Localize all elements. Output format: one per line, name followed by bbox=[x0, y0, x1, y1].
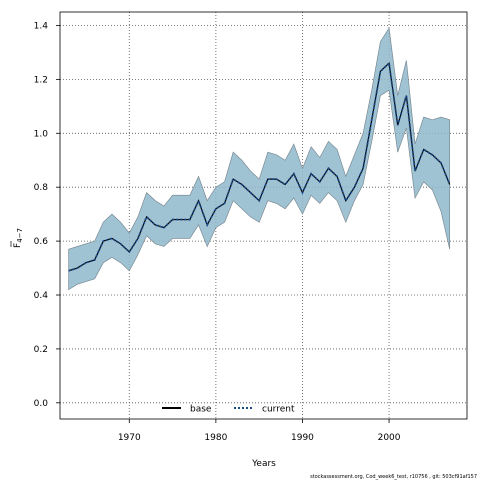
confidence-band-area bbox=[68, 27, 451, 291]
legend: base current bbox=[162, 405, 295, 415]
x-tick-label: 2000 bbox=[378, 433, 401, 443]
footnote: stockassessment.org, Cod_week6_test, r10… bbox=[310, 474, 477, 480]
y-tick-label: 0.0 bbox=[34, 399, 49, 409]
y-tick-label: 0.6 bbox=[34, 237, 49, 247]
y-tick-label: 0.8 bbox=[34, 183, 49, 193]
y-tick-label: 1.0 bbox=[34, 129, 49, 139]
confidence-band bbox=[68, 27, 451, 291]
svg-text:F4−7: F4−7 bbox=[13, 228, 24, 248]
y-axis-title: F4−7 bbox=[10, 228, 24, 248]
y-tick-label: 1.4 bbox=[34, 21, 49, 31]
y-tick-label: 0.4 bbox=[34, 291, 49, 301]
y-axis-title-main: F bbox=[13, 243, 23, 248]
y-tick-label: 0.2 bbox=[34, 345, 48, 355]
x-tick-label: 1990 bbox=[291, 433, 314, 443]
x-tick-label: 1980 bbox=[204, 433, 227, 443]
series-lines bbox=[68, 61, 451, 272]
y-axis-title-subscript: 4−7 bbox=[16, 228, 24, 243]
axes: 1970 1980 1990 2000 0.0 0.2 0.4 0.6 0.8 1.0 1.2 1.4 bbox=[34, 21, 401, 443]
series-line-current bbox=[68, 61, 451, 272]
y-tick-label: 1.2 bbox=[34, 75, 48, 85]
plot-frame bbox=[59, 11, 468, 420]
x-axis-title: Years bbox=[251, 459, 276, 469]
x-tick-label: 1970 bbox=[118, 433, 141, 443]
legend-label-base: base bbox=[190, 405, 212, 415]
legend-label-current: current bbox=[262, 405, 295, 415]
